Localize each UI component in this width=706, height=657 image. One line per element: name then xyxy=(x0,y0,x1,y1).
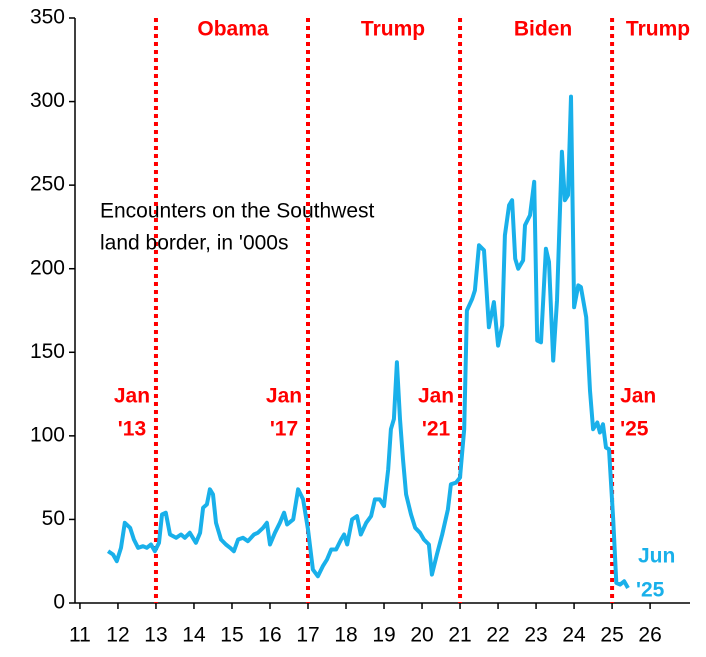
y-tick-label: 250 xyxy=(30,173,65,196)
transition-label: Jan xyxy=(114,385,150,408)
y-tick-label: 300 xyxy=(30,89,65,112)
chart-note: Encounters on the Southwest xyxy=(100,200,375,223)
x-tick-label: 24 xyxy=(562,624,586,647)
x-tick-label: 26 xyxy=(638,624,661,647)
x-tick-label: 20 xyxy=(410,624,433,647)
y-tick-label: 350 xyxy=(30,6,65,29)
x-tick-label: 17 xyxy=(296,624,319,647)
term-label: Biden xyxy=(514,18,572,41)
term-label: Trump xyxy=(361,18,425,41)
transition-label: '17 xyxy=(270,418,298,441)
y-tick-label: 100 xyxy=(30,423,65,446)
x-tick-label: 22 xyxy=(486,624,509,647)
transition-label: '25 xyxy=(620,418,649,441)
x-tick-label: 13 xyxy=(144,624,167,647)
chart-note: land border, in '000s xyxy=(100,232,288,255)
x-tick-label: 16 xyxy=(258,624,281,647)
x-tick-label: 15 xyxy=(220,624,243,647)
series-line xyxy=(106,94,630,589)
x-tick-label: 21 xyxy=(448,624,471,647)
end-label: '25 xyxy=(636,579,665,602)
transition-label: Jan xyxy=(266,385,302,408)
y-tick-label: 50 xyxy=(42,507,65,530)
x-tick-label: 23 xyxy=(524,624,547,647)
term-label: Obama xyxy=(197,18,269,41)
transition-label: '21 xyxy=(422,418,451,441)
x-tick-label: 25 xyxy=(600,624,623,647)
x-tick-label: 18 xyxy=(334,624,357,647)
transition-label: '13 xyxy=(118,418,146,441)
x-tick-label: 12 xyxy=(106,624,129,647)
x-tick-label: 11 xyxy=(69,624,91,647)
term-label: Trump xyxy=(626,18,690,41)
end-label: Jun xyxy=(638,545,675,568)
x-tick-label: 14 xyxy=(182,624,206,647)
transition-label: Jan xyxy=(418,385,454,408)
x-tick-label: 19 xyxy=(372,624,395,647)
y-tick-label: 0 xyxy=(53,591,65,614)
y-tick-label: 200 xyxy=(30,256,65,279)
y-tick-label: 150 xyxy=(30,340,65,363)
transition-label: Jan xyxy=(620,385,656,408)
